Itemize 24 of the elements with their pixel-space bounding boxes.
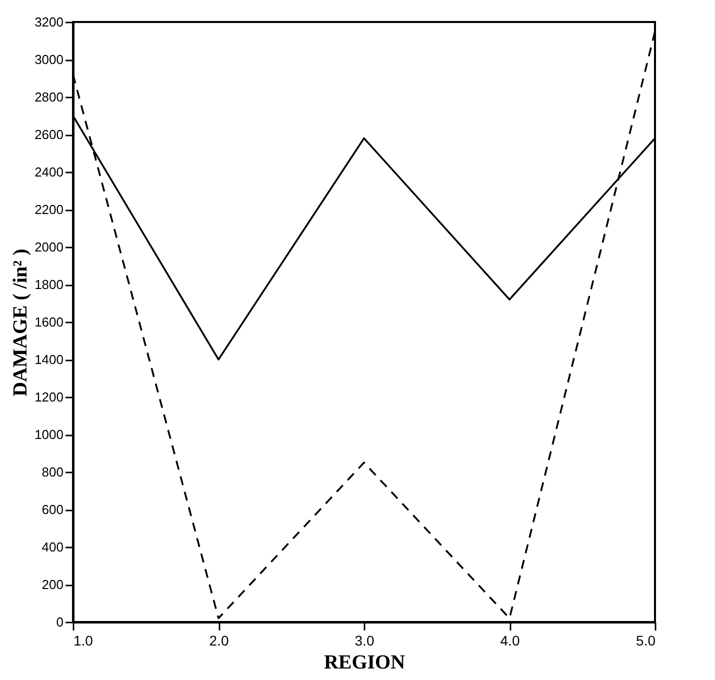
y-tick-label: 2800	[34, 90, 64, 104]
y-tick-label: 1600	[34, 314, 64, 330]
y-tick-label: 1200	[34, 390, 64, 404]
x-tick-label: 4.0	[500, 632, 520, 648]
y-tick-label: 3200	[34, 14, 64, 30]
x-tick-label: 2.0	[209, 632, 229, 648]
x-tick-label: 5.0	[636, 632, 656, 648]
y-tick-label: 1400	[34, 352, 64, 367]
y-tick-label: 3000	[34, 52, 64, 67]
x-axis-title: REGION	[324, 652, 406, 674]
y-tick-label: 400	[42, 540, 64, 554]
y-tick-label: 2200	[34, 202, 64, 217]
y-tick-label: 2400	[34, 164, 64, 180]
x-tick-label: 1.0	[74, 632, 94, 648]
y-tick-label: 2600	[34, 127, 64, 142]
x-tick-label: 3.0	[354, 632, 374, 648]
y-axis-title: DAMAGE ( /in² )	[10, 248, 32, 396]
y-tick-label: 0	[56, 614, 64, 630]
y-tick-label: 800	[42, 464, 64, 480]
y-tick-label: 200	[42, 577, 64, 592]
y-tick-label: 1000	[34, 427, 64, 442]
y-tick-label: 1800	[34, 277, 64, 292]
y-tick-label: 2000	[34, 240, 64, 254]
y-tick-label: 600	[42, 502, 64, 517]
